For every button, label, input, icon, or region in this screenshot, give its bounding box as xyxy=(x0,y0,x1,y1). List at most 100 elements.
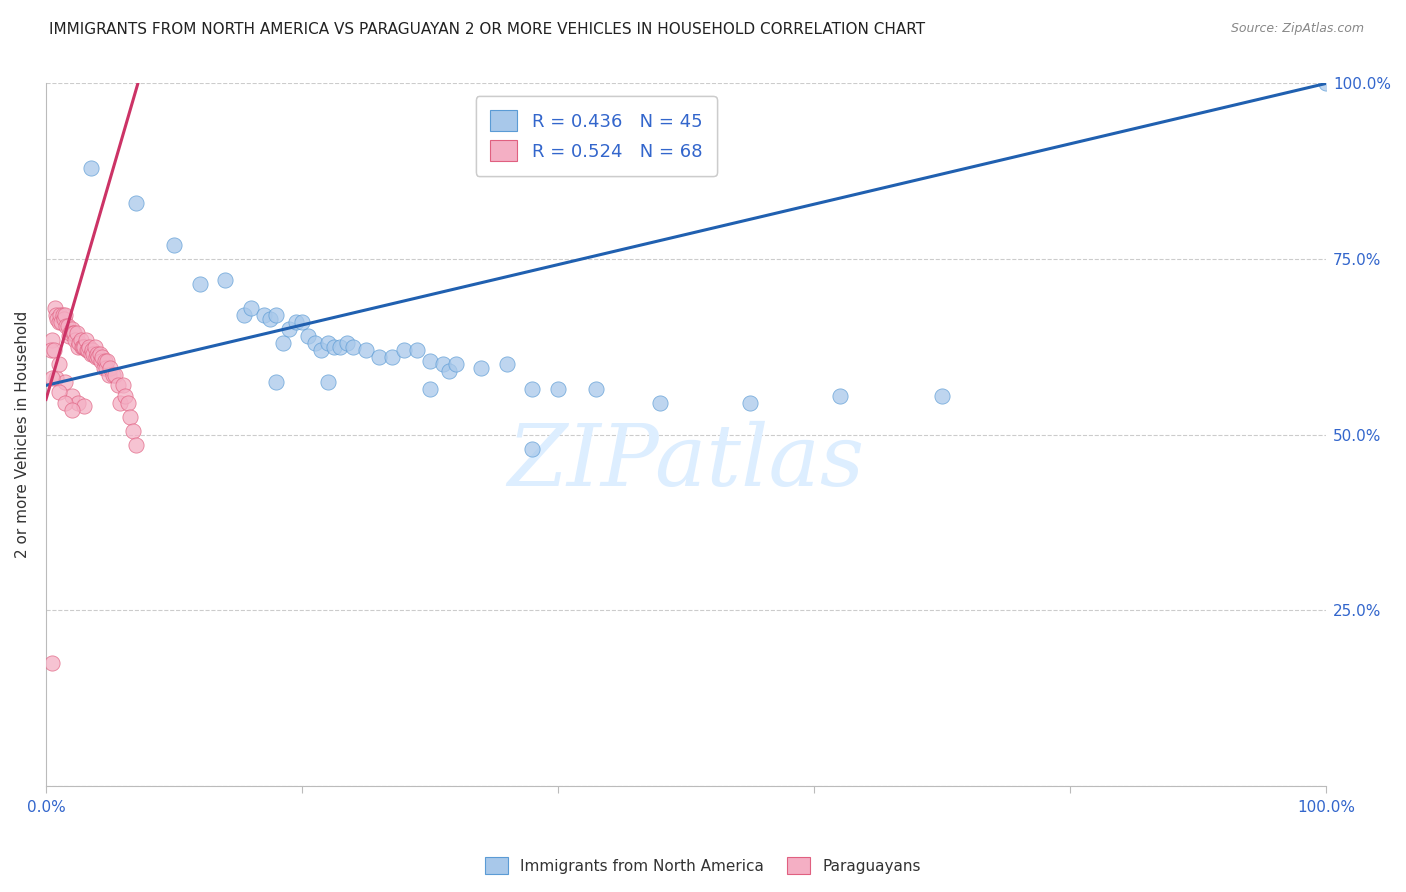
Point xyxy=(58,329,80,343)
Point xyxy=(342,340,364,354)
Point xyxy=(93,360,115,375)
Point xyxy=(70,340,93,354)
Point xyxy=(828,389,851,403)
Point xyxy=(495,357,517,371)
Point xyxy=(42,343,65,358)
Point xyxy=(45,308,67,322)
Point xyxy=(77,343,100,358)
Point xyxy=(67,336,90,351)
Point xyxy=(52,311,75,326)
Point xyxy=(80,343,103,358)
Point xyxy=(91,351,114,365)
Point xyxy=(432,357,454,371)
Point xyxy=(96,354,118,368)
Point xyxy=(48,315,70,329)
Point xyxy=(738,396,761,410)
Point xyxy=(45,371,67,385)
Point xyxy=(117,396,139,410)
Point xyxy=(110,396,132,410)
Point xyxy=(49,308,72,322)
Point xyxy=(214,273,236,287)
Point xyxy=(87,351,110,365)
Point xyxy=(931,389,953,403)
Point xyxy=(53,375,76,389)
Point xyxy=(394,343,416,358)
Point xyxy=(53,308,76,322)
Point xyxy=(336,336,359,351)
Point xyxy=(271,336,294,351)
Point xyxy=(98,360,121,375)
Point xyxy=(66,326,89,340)
Point xyxy=(90,354,112,368)
Point xyxy=(46,311,69,326)
Point xyxy=(73,340,96,354)
Point xyxy=(101,368,124,382)
Point xyxy=(304,336,326,351)
Point xyxy=(48,385,70,400)
Point xyxy=(252,308,274,322)
Y-axis label: 2 or more Vehicles in Household: 2 or more Vehicles in Household xyxy=(15,311,30,558)
Point xyxy=(107,378,129,392)
Point xyxy=(381,351,404,365)
Point xyxy=(65,333,87,347)
Point xyxy=(80,161,103,175)
Point xyxy=(59,326,82,340)
Point xyxy=(522,442,544,456)
Point xyxy=(188,277,211,291)
Point xyxy=(72,340,94,354)
Point xyxy=(470,360,492,375)
Point xyxy=(309,343,332,358)
Point xyxy=(114,389,136,403)
Point xyxy=(86,347,108,361)
Point xyxy=(124,195,146,210)
Point xyxy=(585,382,607,396)
Point xyxy=(52,308,75,322)
Point xyxy=(94,354,117,368)
Point xyxy=(239,301,262,315)
Point xyxy=(79,340,101,354)
Point xyxy=(82,347,104,361)
Point xyxy=(41,656,63,670)
Point xyxy=(48,357,70,371)
Point xyxy=(66,340,89,354)
Point xyxy=(41,333,63,347)
Point xyxy=(63,326,86,340)
Point xyxy=(62,326,84,340)
Point xyxy=(76,343,98,358)
Point xyxy=(60,403,83,417)
Point xyxy=(367,351,389,365)
Point xyxy=(547,382,569,396)
Point xyxy=(73,400,96,414)
Text: Source: ZipAtlas.com: Source: ZipAtlas.com xyxy=(1230,22,1364,36)
Point xyxy=(266,308,288,322)
Point xyxy=(80,347,103,361)
Point xyxy=(89,347,111,361)
Point xyxy=(316,336,339,351)
Point xyxy=(354,343,377,358)
Legend: R = 0.436   N = 45, R = 0.524   N = 68: R = 0.436 N = 45, R = 0.524 N = 68 xyxy=(475,96,717,176)
Point xyxy=(66,396,89,410)
Point xyxy=(297,329,319,343)
Point xyxy=(53,396,76,410)
Point xyxy=(122,424,145,438)
Text: ZIPatlas: ZIPatlas xyxy=(508,421,865,504)
Point xyxy=(291,315,314,329)
Point xyxy=(316,375,339,389)
Point xyxy=(124,438,146,452)
Text: IMMIGRANTS FROM NORTH AMERICA VS PARAGUAYAN 2 OR MORE VEHICLES IN HOUSEHOLD CORR: IMMIGRANTS FROM NORTH AMERICA VS PARAGUA… xyxy=(49,22,925,37)
Point xyxy=(97,368,120,382)
Point xyxy=(84,351,107,365)
Point xyxy=(44,301,66,315)
Point xyxy=(83,340,105,354)
Point xyxy=(41,371,63,385)
Point xyxy=(56,318,79,333)
Point xyxy=(55,318,77,333)
Point xyxy=(233,308,256,322)
Point xyxy=(284,315,307,329)
Point xyxy=(266,375,288,389)
Point xyxy=(75,333,97,347)
Point xyxy=(120,409,142,424)
Point xyxy=(104,368,127,382)
Point xyxy=(419,354,441,368)
Point xyxy=(259,311,281,326)
